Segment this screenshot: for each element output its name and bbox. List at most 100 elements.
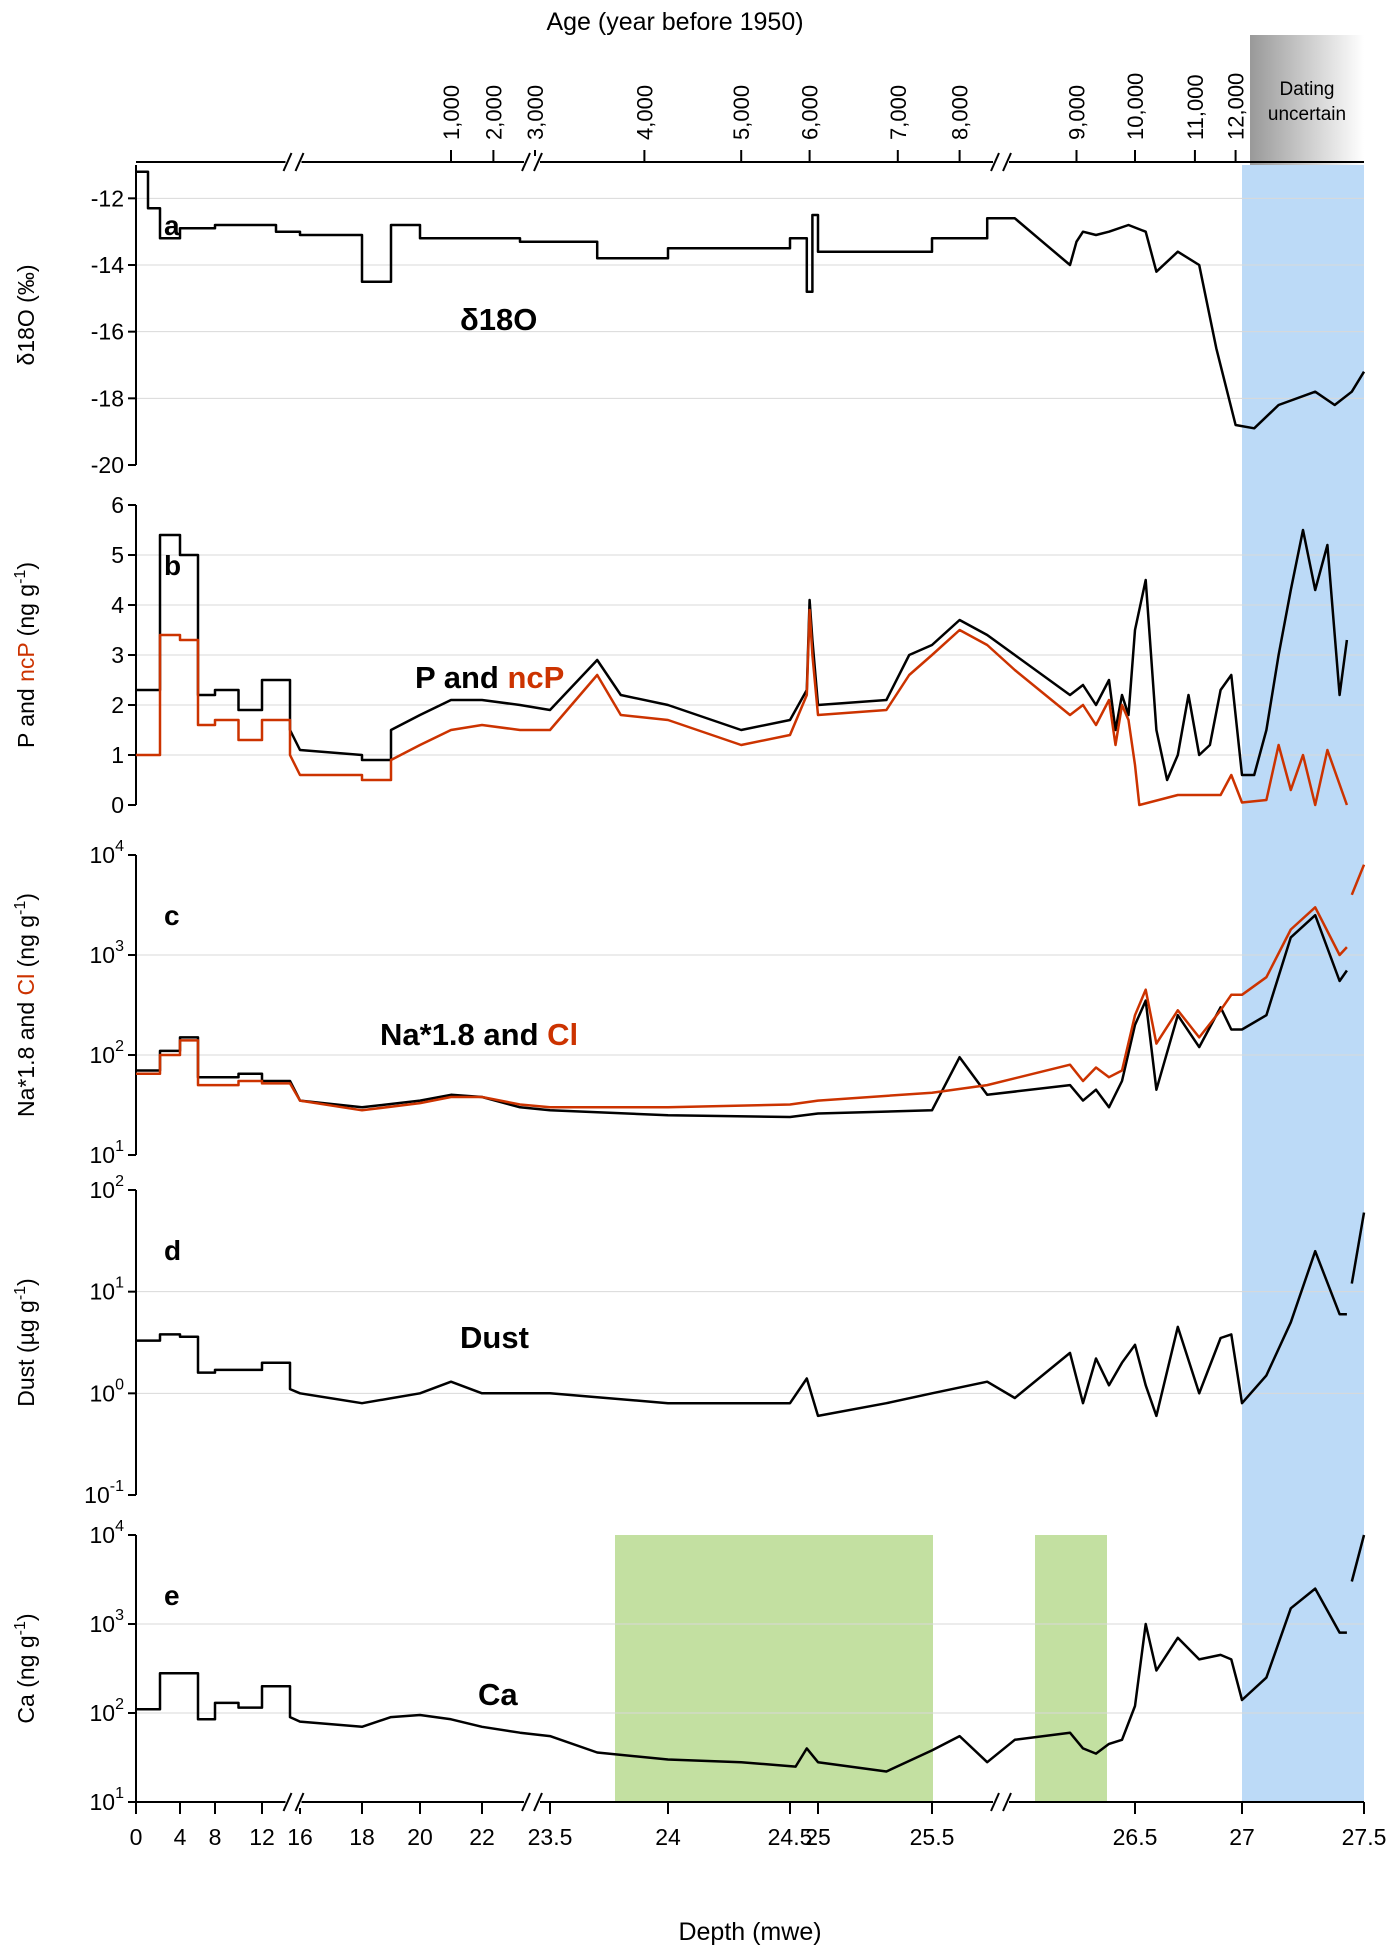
y-axis-title: δ18O (‰) bbox=[13, 265, 39, 366]
y-tick-label: 10-1 bbox=[84, 1478, 124, 1508]
y-tick-exponent: 1 bbox=[115, 1138, 124, 1155]
ylabel-sup: -1 bbox=[12, 901, 29, 915]
y-axis-title: Na*1.8 and Cl (ng g-1) bbox=[12, 893, 39, 1117]
age-tick-label: 6,000 bbox=[798, 85, 823, 140]
top-axis-title: Age (year before 1950) bbox=[546, 8, 803, 36]
y-tick-exponent: 3 bbox=[115, 1607, 124, 1624]
series-cl bbox=[136, 906, 1348, 1112]
y-tick-label: 101 bbox=[90, 1138, 125, 1168]
age-tick-label: 8,000 bbox=[948, 85, 973, 140]
ylabel-part: Ca (ng g bbox=[13, 1635, 39, 1723]
depth-tick-label: 26.5 bbox=[1113, 1824, 1158, 1850]
panel-letter: c bbox=[164, 900, 180, 931]
axis-break-slash bbox=[533, 1792, 543, 1812]
series-label: Na*1.8 and Cl bbox=[380, 1017, 578, 1052]
y-tick-label: -14 bbox=[91, 252, 124, 278]
depth-tick-label: 25 bbox=[805, 1824, 831, 1850]
age-tick-label: 10,000 bbox=[1123, 73, 1148, 140]
series-cl-end bbox=[1350, 864, 1366, 896]
depth-tick-label: 8 bbox=[209, 1824, 222, 1850]
y-tick-exponent: 1 bbox=[115, 1275, 124, 1292]
age-tick-label: 12,000 bbox=[1224, 73, 1249, 140]
ylabel-sup: -1 bbox=[12, 1621, 29, 1635]
y-tick-label: 3 bbox=[111, 642, 124, 668]
dating-label-line2: uncertain bbox=[1268, 104, 1346, 125]
series-label-black: P and bbox=[415, 660, 507, 695]
depth-tick-label: 12 bbox=[249, 1824, 275, 1850]
age-tick-label: 3,000 bbox=[523, 85, 548, 140]
y-tick-label: 0 bbox=[111, 792, 124, 818]
y-tick-label: 102 bbox=[90, 1696, 125, 1726]
axis-break-slash bbox=[533, 152, 543, 172]
depth-tick-label: 20 bbox=[407, 1824, 433, 1850]
depth-tick-label: 27.5 bbox=[1342, 1824, 1387, 1850]
age-tick-label: 4,000 bbox=[632, 85, 657, 140]
y-tick-label: 5 bbox=[111, 542, 124, 568]
ylabel-part-red: ncP bbox=[13, 643, 39, 682]
y-axis-title: Dust (µg g-1) bbox=[12, 1278, 39, 1406]
y-tick-exponent: 3 bbox=[115, 938, 124, 955]
y-tick-exponent: -1 bbox=[110, 1478, 124, 1495]
green-band-2 bbox=[1035, 1535, 1107, 1802]
depth-tick-label: 18 bbox=[349, 1824, 375, 1850]
ylabel-part: P and bbox=[13, 682, 39, 748]
axis-break-slash bbox=[990, 1792, 1000, 1812]
y-tick-label: 103 bbox=[90, 1607, 125, 1637]
age-tick-label: 5,000 bbox=[729, 85, 754, 140]
y-tick-exponent: 4 bbox=[115, 838, 124, 855]
y-tick-label: 2 bbox=[111, 692, 124, 718]
y-tick-label: 102 bbox=[90, 1038, 125, 1068]
depth-tick-label: 24 bbox=[655, 1824, 681, 1850]
series-label-red: Cl bbox=[547, 1017, 578, 1052]
age-tick-label: 7,000 bbox=[886, 85, 911, 140]
series-dust-end bbox=[1350, 1212, 1366, 1284]
axis-break-slash bbox=[990, 152, 1000, 172]
dating-uncertain-header bbox=[1250, 35, 1364, 165]
axis-break-slash bbox=[521, 152, 531, 172]
depth-tick-label: 22 bbox=[469, 1824, 495, 1850]
bottom-axis-title: Depth (mwe) bbox=[678, 1918, 821, 1946]
axis-break-slash bbox=[294, 1792, 305, 1812]
age-tick-label: 11,000 bbox=[1183, 74, 1208, 140]
depth-ticks: 0 4 8 12 16 18 20 22 23.5 24 24.525 25.5 26.5 27 27.5 bbox=[130, 1802, 1387, 1850]
y-tick-exponent: 2 bbox=[115, 1696, 124, 1713]
y-tick-exponent: 1 bbox=[115, 1785, 124, 1802]
series-label: Ca bbox=[478, 1677, 518, 1712]
y-tick-label: 6 bbox=[111, 492, 124, 518]
series-label-black: Na*1.8 and bbox=[380, 1017, 547, 1052]
series-label: Dust bbox=[460, 1320, 529, 1355]
y-tick-label: -12 bbox=[91, 185, 124, 211]
depth-tick-label: 4 bbox=[174, 1824, 187, 1850]
ylabel-sup: -1 bbox=[12, 1286, 29, 1300]
depth-tick-label: 24.5 bbox=[768, 1824, 813, 1850]
panel-letter: a bbox=[164, 210, 180, 241]
y-tick-label: 104 bbox=[90, 838, 125, 868]
y-tick-exponent: 4 bbox=[115, 1518, 124, 1535]
depth-tick-label: 23.5 bbox=[528, 1824, 573, 1850]
series-ca bbox=[136, 1587, 1347, 1773]
y-tick-label: -16 bbox=[91, 319, 124, 345]
y-axis-title: Ca (ng g-1) bbox=[12, 1613, 39, 1723]
y-tick-label: 101 bbox=[90, 1275, 125, 1305]
panel-a: -12 -14 -16 -18 -20 a δ18O δ18O (‰) bbox=[13, 165, 1366, 478]
y-tick-exponent: 0 bbox=[115, 1376, 124, 1393]
series-ca-end bbox=[1350, 1534, 1366, 1582]
age-tick-label: 9,000 bbox=[1065, 85, 1090, 140]
age-tick-label: 1,000 bbox=[439, 85, 464, 140]
panel-letter: b bbox=[164, 550, 181, 581]
ylabel-sup: -1 bbox=[12, 570, 29, 584]
y-axis-title: P and ncP (ng g-1) bbox=[12, 562, 39, 748]
y-tick-label: 100 bbox=[90, 1376, 125, 1406]
ylabel-part: Na*1.8 and bbox=[13, 995, 39, 1116]
ylabel-part: ) bbox=[13, 1278, 39, 1286]
ylabel-part: (ng g bbox=[13, 915, 39, 974]
dating-label-line1: Dating bbox=[1280, 79, 1335, 100]
age-tick-label: 2,000 bbox=[481, 85, 506, 140]
axis-breaks bbox=[282, 152, 1012, 1812]
ylabel-part: ) bbox=[13, 562, 39, 570]
axis-break-slash bbox=[521, 1792, 531, 1812]
